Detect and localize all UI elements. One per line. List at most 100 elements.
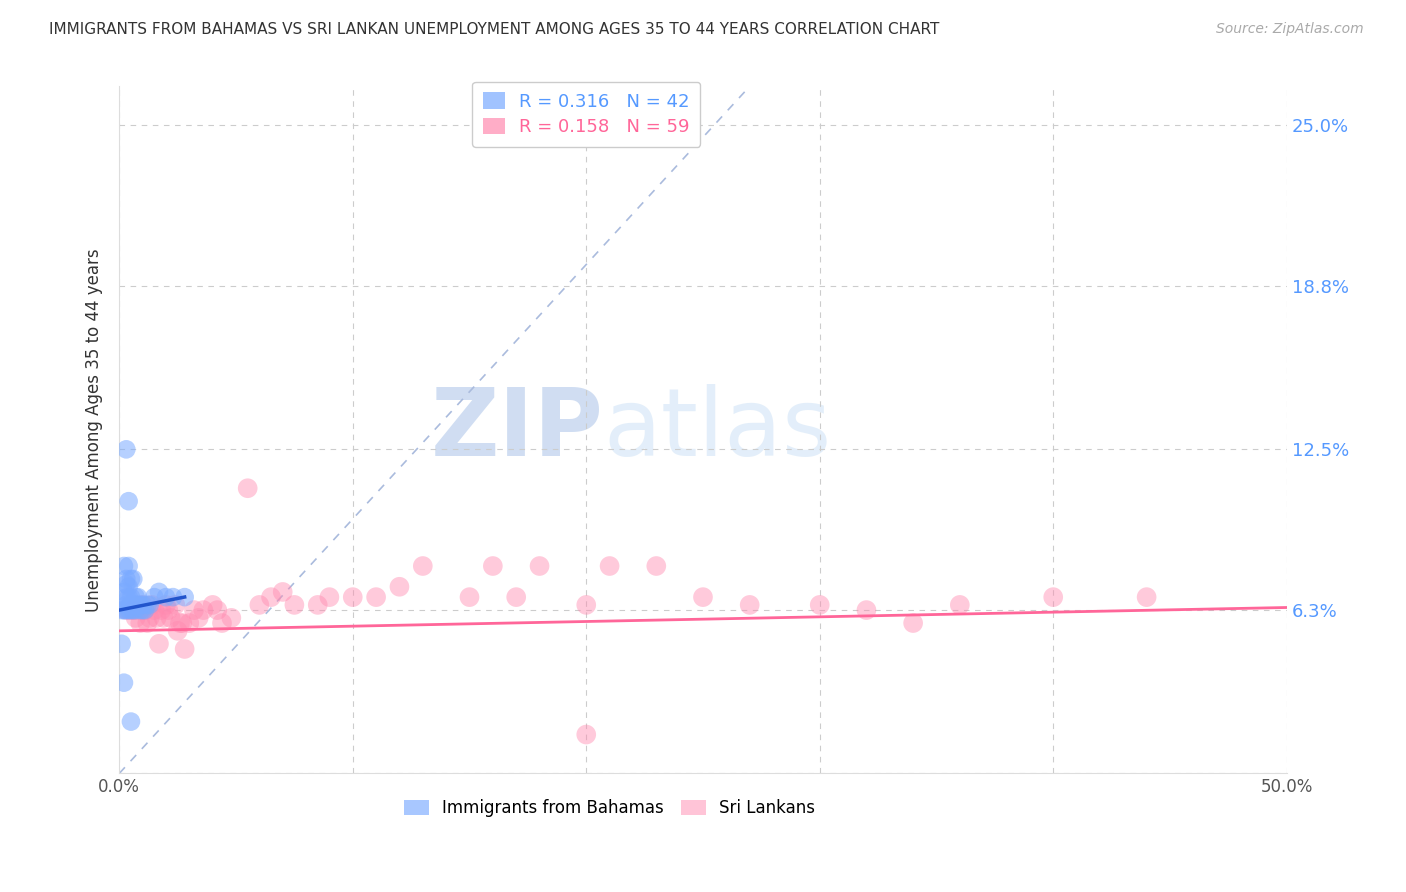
Point (120, 572, 142, 586)
Point (150, 603, 173, 617)
Text: IMMIGRANTS FROM BAHAMAS VS SRI LANKAN UNEMPLOYMENT AMONG AGES 35 TO 44 YEARS COR: IMMIGRANTS FROM BAHAMAS VS SRI LANKAN UN… (49, 22, 939, 37)
Point (236, 481, 259, 495)
Point (136, 598, 159, 612)
Point (901, 615, 924, 630)
Point (115, 598, 138, 612)
Point (1136, 590, 1159, 604)
Point (124, 603, 146, 617)
Point (143, 603, 166, 617)
Point (112, 585, 135, 599)
Point (148, 585, 170, 599)
Point (124, 598, 146, 612)
Point (115, 577, 138, 591)
Point (692, 590, 714, 604)
Point (645, 559, 668, 574)
Point (260, 590, 283, 604)
Point (173, 642, 195, 657)
Point (124, 590, 146, 604)
Point (157, 603, 180, 617)
Point (172, 615, 194, 630)
Point (129, 598, 152, 612)
Point (307, 598, 329, 612)
Point (482, 559, 505, 574)
Point (247, 598, 270, 612)
Point (458, 590, 481, 604)
Point (122, 603, 145, 617)
Point (1042, 590, 1064, 604)
Point (141, 598, 163, 612)
Point (117, 580, 139, 594)
Point (162, 590, 184, 604)
Point (855, 603, 877, 617)
Point (271, 585, 294, 599)
Point (112, 603, 135, 617)
Point (134, 603, 156, 617)
Text: atlas: atlas (603, 384, 832, 476)
Point (127, 590, 149, 604)
Point (201, 598, 224, 612)
Point (169, 615, 191, 630)
Point (117, 590, 139, 604)
Legend: Immigrants from Bahamas, Sri Lankans: Immigrants from Bahamas, Sri Lankans (398, 792, 821, 823)
Point (148, 637, 170, 651)
Point (131, 598, 153, 612)
Point (187, 611, 209, 625)
Point (949, 598, 972, 612)
Point (221, 611, 243, 625)
Point (283, 598, 305, 612)
Point (120, 603, 142, 617)
Point (166, 624, 188, 638)
Point (575, 727, 598, 741)
Point (193, 603, 215, 617)
Point (366, 590, 388, 604)
Point (122, 598, 145, 612)
Point (117, 603, 139, 617)
Point (529, 559, 551, 574)
Point (110, 637, 132, 651)
Point (131, 603, 153, 617)
Point (173, 590, 195, 604)
Point (505, 590, 527, 604)
Point (138, 611, 160, 625)
Point (120, 598, 142, 612)
Point (122, 572, 145, 586)
Point (152, 611, 174, 625)
Point (112, 675, 135, 690)
Point (115, 442, 138, 457)
Point (129, 603, 152, 617)
Text: ZIP: ZIP (430, 384, 603, 476)
Point (112, 559, 135, 574)
Point (342, 590, 364, 604)
Point (129, 615, 152, 630)
Point (159, 611, 181, 625)
Point (138, 598, 160, 612)
Point (120, 603, 142, 617)
Point (124, 611, 146, 625)
Point (131, 598, 153, 612)
Point (117, 494, 139, 508)
Y-axis label: Unemployment Among Ages 35 to 44 years: Unemployment Among Ages 35 to 44 years (86, 248, 103, 612)
Point (145, 611, 167, 625)
Point (115, 603, 138, 617)
Point (207, 603, 229, 617)
Point (120, 590, 142, 604)
Point (318, 590, 340, 604)
Point (120, 714, 142, 729)
Point (127, 603, 149, 617)
Point (143, 590, 166, 604)
Point (115, 572, 138, 586)
Point (412, 559, 434, 574)
Point (136, 615, 159, 630)
Point (183, 603, 205, 617)
Point (575, 598, 598, 612)
Point (115, 603, 138, 617)
Point (808, 598, 831, 612)
Point (738, 598, 761, 612)
Point (155, 598, 177, 612)
Point (599, 559, 621, 574)
Point (155, 590, 177, 604)
Point (122, 603, 145, 617)
Point (110, 603, 132, 617)
Point (211, 615, 233, 630)
Point (165, 598, 187, 612)
